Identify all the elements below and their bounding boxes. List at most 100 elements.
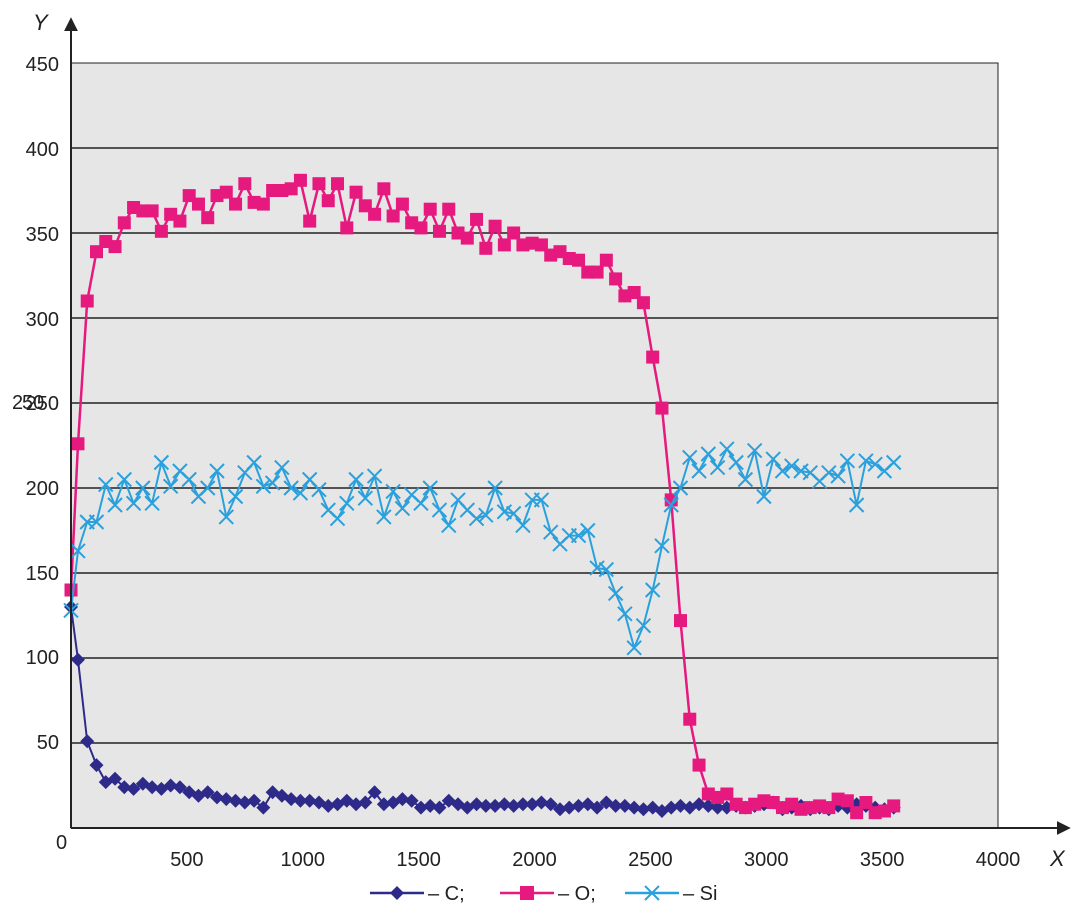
plot-area (70, 62, 999, 829)
data-point-si (200, 480, 216, 496)
data-point-o (145, 204, 159, 218)
data-point-o (479, 241, 493, 255)
data-point-c (349, 797, 364, 812)
data-point-si (635, 617, 652, 634)
data-point-si (719, 441, 735, 457)
data-point-c (145, 780, 160, 795)
data-point-c (497, 797, 512, 812)
legend-marker (520, 886, 534, 900)
data-point-si (348, 471, 364, 488)
data-point-si (830, 468, 846, 484)
data-point-o (488, 219, 502, 233)
data-point-o (432, 224, 446, 238)
data-point-c (552, 802, 567, 817)
data-point-si (422, 480, 438, 496)
data-point-si (848, 497, 865, 513)
data-point-si (821, 464, 837, 481)
data-point-si (376, 509, 392, 525)
data-point-c (302, 793, 317, 808)
data-point-c (404, 793, 419, 808)
data-point-c (571, 798, 586, 813)
legend-item-si: – Si (625, 883, 717, 905)
data-point-c (413, 800, 428, 815)
data-point-si (867, 456, 883, 472)
data-point-o (80, 294, 94, 308)
data-point-o (349, 185, 363, 199)
data-point-si (746, 442, 763, 459)
data-point-c (664, 800, 679, 815)
data-point-si (311, 481, 327, 498)
data-point-si (839, 453, 856, 469)
legend-item-c: – C; (370, 883, 465, 905)
x-tick-label: 2500 (628, 849, 673, 871)
data-point-si (570, 527, 587, 544)
x-axis-label: X (1049, 846, 1066, 871)
data-point-si (218, 509, 234, 525)
data-point-c (376, 797, 391, 812)
y-tick-label: 100 (26, 647, 59, 669)
data-point-o (572, 253, 586, 267)
data-point-si (663, 497, 679, 513)
y-tick-label: 0 (56, 832, 67, 854)
data-point-o (692, 758, 706, 772)
data-point-o (238, 177, 252, 191)
data-point-si (292, 485, 309, 501)
data-point-c (228, 793, 243, 808)
data-point-o (377, 182, 391, 196)
data-point-c (636, 802, 651, 817)
data-point-c (126, 781, 141, 796)
data-point-c (534, 795, 549, 810)
data-point-o (173, 214, 187, 228)
data-point-c (478, 798, 493, 813)
data-point-si (162, 478, 179, 495)
data-point-o (331, 177, 345, 191)
data-point-o (321, 194, 335, 208)
data-point-si (858, 453, 874, 469)
data-point-si (283, 480, 299, 496)
data-point-o (108, 240, 122, 254)
series-layer (63, 173, 902, 820)
legend: – C; – O; – Si (370, 883, 717, 905)
data-point-o (655, 401, 669, 415)
data-point-si (617, 606, 633, 622)
data-point-si (88, 514, 105, 530)
data-point-c (515, 797, 530, 812)
data-point-o (646, 350, 660, 364)
data-point-c (710, 800, 725, 815)
data-point-si (339, 495, 355, 512)
data-point-si (505, 505, 522, 522)
data-point-si (682, 449, 698, 466)
data-point-si (691, 463, 707, 479)
data-point-c (692, 797, 707, 812)
data-point-c (321, 798, 336, 813)
data-point-o (534, 238, 548, 252)
data-point-o (887, 799, 901, 813)
data-point-si (765, 451, 781, 467)
legend-marker (390, 886, 404, 900)
data-point-o (201, 211, 215, 225)
data-point-si (394, 500, 411, 517)
data-point-si (700, 446, 717, 462)
data-point-si (589, 560, 605, 576)
axes (64, 17, 1071, 835)
data-point-si (385, 483, 401, 500)
data-point-c (70, 652, 85, 667)
data-point-si (533, 492, 550, 508)
data-point-o (368, 207, 382, 221)
data-point-si (496, 504, 513, 520)
data-point-si (135, 480, 151, 496)
data-point-c (590, 800, 605, 815)
data-point-c (200, 785, 215, 800)
data-point-o (191, 197, 205, 211)
data-point-c (117, 780, 132, 795)
data-point-si (144, 495, 160, 512)
data-point-o (683, 712, 697, 726)
legend-label: – C; (428, 883, 465, 905)
x-tick-label: 2000 (512, 849, 557, 871)
legend-label: – Si (683, 883, 717, 905)
x-tick-label: 4000 (976, 849, 1021, 871)
y-tick-label: 400 (26, 139, 59, 161)
data-point-o (460, 231, 474, 245)
data-point-si (431, 502, 448, 518)
